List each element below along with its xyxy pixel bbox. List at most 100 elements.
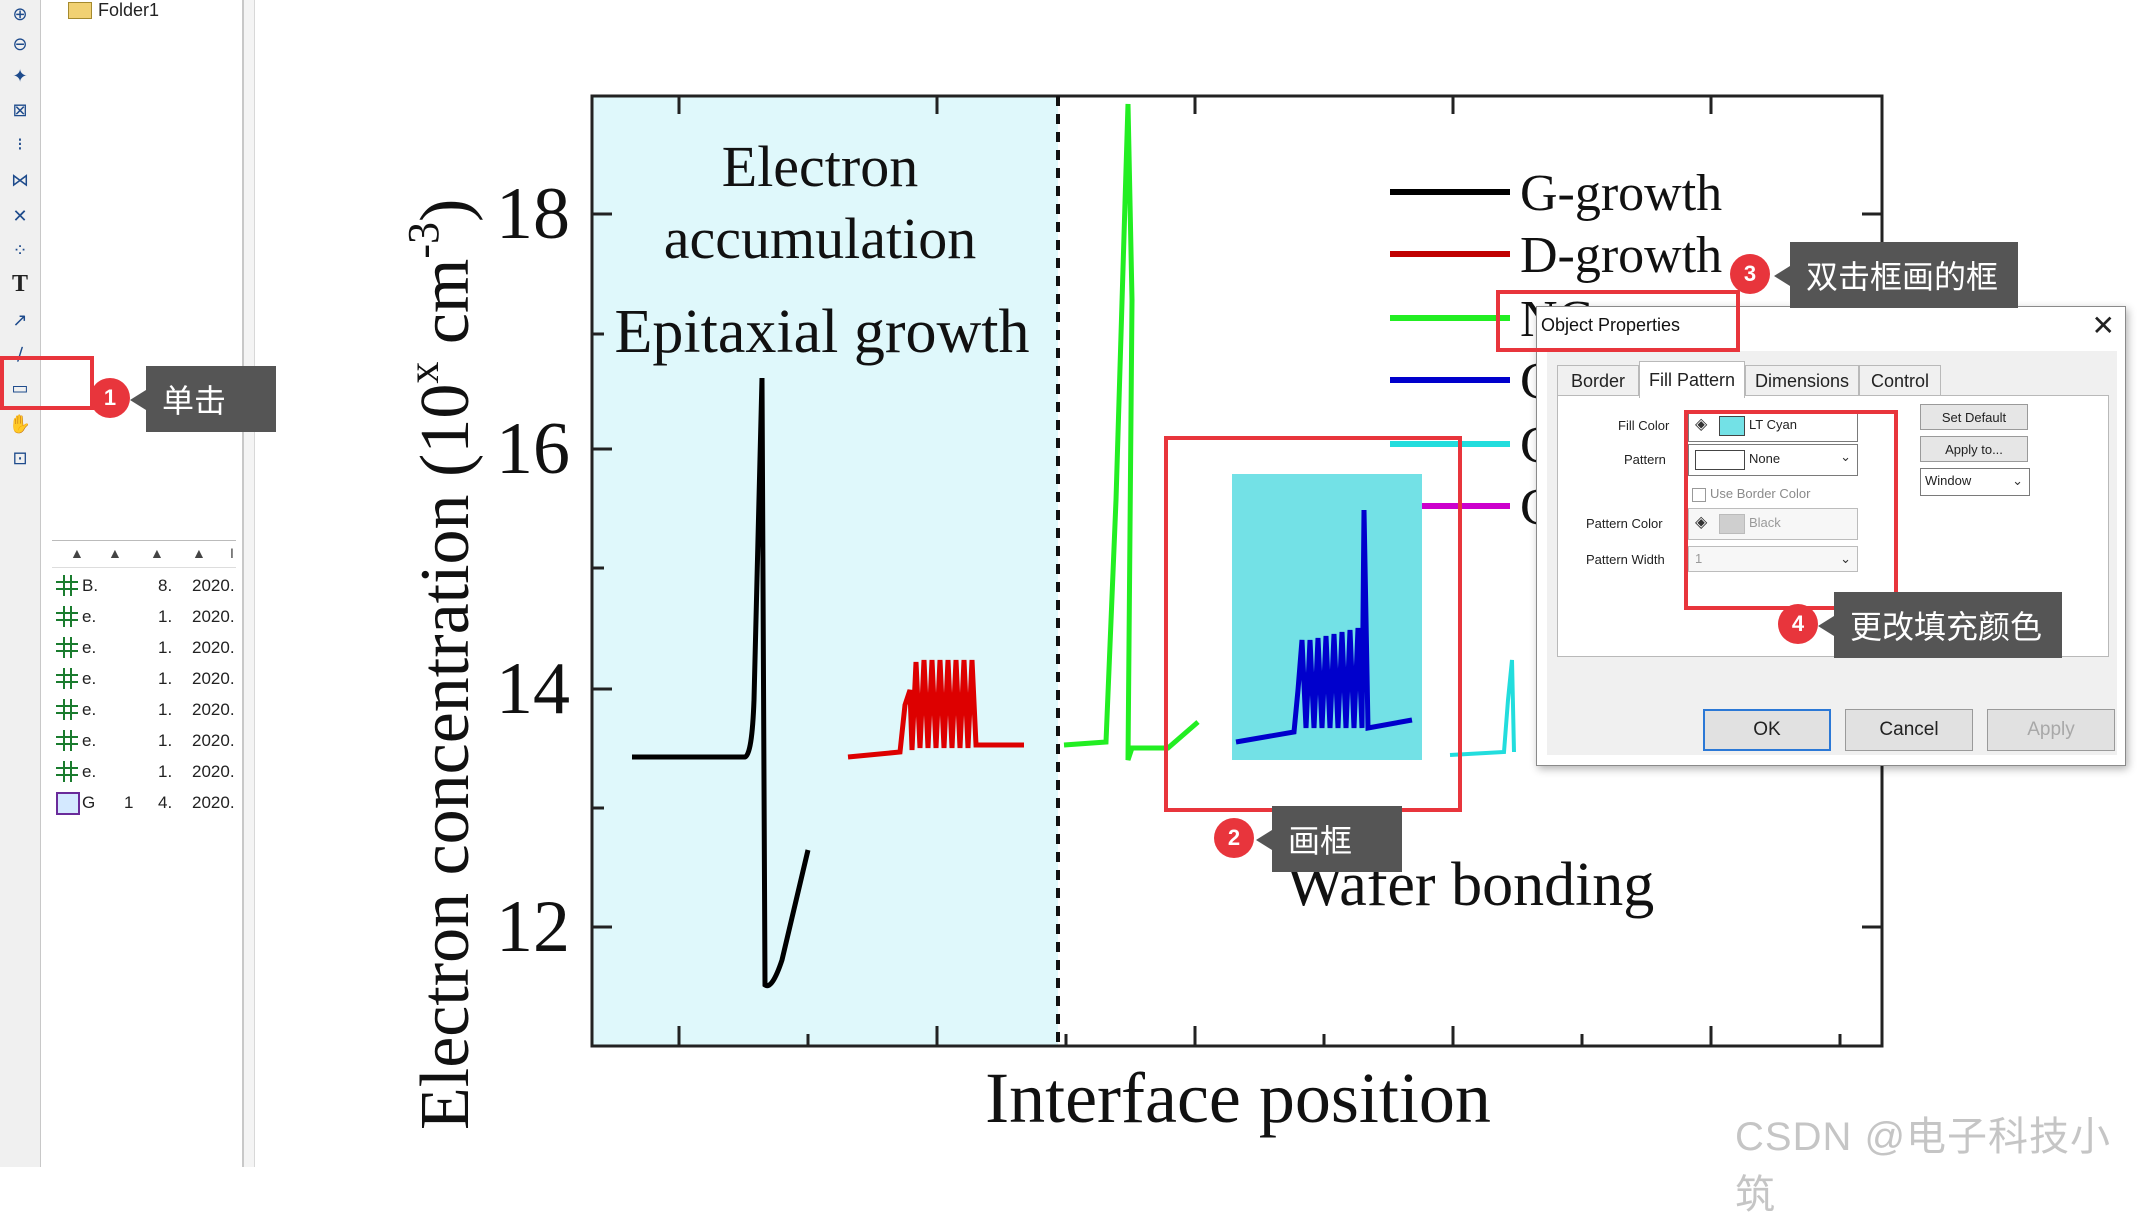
workbook-icon [56,575,78,596]
sort-icon[interactable]: ▲ [192,545,206,561]
list-item[interactable]: e. 1. 2020. [56,603,238,631]
pattern-swatch [1695,450,1745,470]
zoom-out-icon[interactable]: ⊖ [12,33,28,55]
paint-bucket-icon: ◈ [1695,416,1708,433]
list-item[interactable]: e. 1. 2020. [56,665,238,693]
zoom-in-icon[interactable]: ⊕ [12,3,28,25]
screen-reader-icon[interactable]: ⋈ [11,169,29,191]
apply-to-button[interactable]: Apply to... [1920,436,2028,462]
region-icon[interactable]: ⊡ [12,447,28,469]
dialog-title: Object Properties [1541,315,1681,335]
color-swatch [1719,416,1745,436]
graph-page: 18 16 14 12 Electron concentration (10x … [399,94,1884,1138]
highlight-drawn-box [1164,436,1462,812]
panel-splitter[interactable] [244,0,255,1167]
watermark: CSDN @电子科技小筑 [1735,1115,2112,1217]
workbook-icon [56,761,78,782]
x-axis [677,96,1842,1046]
y-tick-label: 16 [496,408,570,490]
chevron-down-icon: ⌄ [1840,551,1851,566]
fill-color-label: Fill Color [1618,418,1670,433]
pattern-label: Pattern [1624,452,1666,467]
apply-scope-combo[interactable]: Window ⌄ [1920,468,2030,496]
tab-fill-pattern[interactable]: Fill Pattern [1639,361,1745,398]
list-header: ▲ ▲ ▲ ▲ I [52,540,236,568]
color-swatch [1719,514,1745,534]
list-item[interactable]: e. 1. 2020. [56,727,238,755]
column-divider: I [230,545,234,561]
move-icon[interactable]: ✦ [12,65,28,87]
step-tip: 单击 [130,366,276,432]
sort-icon[interactable]: ▲ [150,545,164,561]
mask-icon[interactable]: ⁘ [12,239,28,261]
region-label: Electron [722,134,918,199]
step-badge: 4 [1778,604,1818,644]
pattern-color-combo[interactable]: ◈ Black [1688,508,1858,540]
graph-icon [56,792,80,815]
sort-icon[interactable]: ▲ [70,545,84,561]
tab-control[interactable]: Control [1859,365,1941,396]
region-label: accumulation [664,206,976,271]
sort-icon[interactable]: ▲ [108,545,122,561]
close-icon[interactable]: ✕ [2091,310,2115,341]
paint-bucket-icon: ◈ [1695,514,1708,531]
fill-color-combo[interactable]: ◈ LT Cyan [1688,410,1858,442]
ok-button[interactable]: OK [1703,709,1831,751]
pan-icon[interactable]: ✋ [8,413,32,435]
chevron-down-icon: ⌄ [1840,449,1851,464]
step-tip: 更改填充颜色 [1818,592,2062,658]
y-axis-label: Electron concentration (10x cm-3) [399,199,484,1130]
workbook-icon [56,730,78,751]
highlight-rectangle-tool [0,356,94,410]
y-tick-label: 14 [496,648,570,730]
series-line-g-growth [632,377,811,989]
arrow-tool-icon[interactable]: ↗ [12,309,28,331]
data-reader-icon[interactable]: ⁝ [17,133,23,155]
project-explorer: Folder1 ▲ ▲ ▲ ▲ I B. 8. 2020. e. 1. 2020. e.… [46,0,244,1167]
list-item[interactable]: e. 1. 2020. [56,758,238,786]
list-item[interactable]: e. 1. 2020. [56,696,238,724]
pattern-combo[interactable]: None ⌄ [1688,444,1858,476]
fill-pattern-panel: Fill Color ◈ LT Cyan Pattern None ⌄ Use … [1557,395,2109,657]
legend-label: G-growth [1520,165,1722,222]
step-badge: 2 [1214,818,1254,858]
list-item[interactable]: e. 1. 2020. [56,634,238,662]
tab-dimensions[interactable]: Dimensions [1745,365,1859,396]
use-border-color-checkbox[interactable] [1692,488,1706,502]
highlight-fill-color [1684,410,1898,610]
shaded-region [592,96,1058,1046]
folder-icon [68,2,92,19]
y-tick-label: 18 [496,173,570,255]
folder-label: Folder1 [98,0,160,20]
y-tick-label: 12 [496,886,570,968]
x-axis-label: Interface position [985,1058,1491,1138]
set-default-button[interactable]: Set Default [1920,404,2028,430]
workbook-icon [56,668,78,689]
line-tool-icon[interactable]: ∕ [16,343,24,365]
workbook-icon [56,606,78,627]
draw-data-icon[interactable]: ✕ [12,205,28,227]
workbook-icon [56,699,78,720]
text-tool-icon[interactable]: T [11,270,28,297]
chevron-down-icon: ⌄ [2012,473,2023,488]
object-properties-dialog: Object Properties ✕ Border Fill Pattern … [1536,306,2126,766]
series-line-c-blue [1235,509,1413,745]
pattern-width-label: Pattern Width [1586,552,1665,567]
rectangle-tool-icon[interactable]: ▭ [11,377,29,399]
step-tip: 画框 [1256,806,1402,872]
apply-button[interactable]: Apply [1987,709,2115,751]
vertical-toolbar: ⊕ ⊖ ✦ ⊠ ⁝ ⋈ ✕ ⁘ T ↗ ∕ ▭ ✋ ⊡ [0,0,41,1167]
pattern-width-combo[interactable]: 1 ⌄ [1688,546,1858,572]
step-badge: 1 [90,378,130,418]
highlight-dialog-title [1496,290,1740,352]
list-item[interactable]: B. 8. 2020. [56,572,238,600]
tab-border[interactable]: Border [1557,365,1639,396]
series-line-nc-growth [1063,103,1200,761]
use-border-color-label: Use Border Color [1710,486,1811,501]
folder-item[interactable]: Folder1 [68,0,159,21]
y-tick-labels: 18 16 14 12 [496,173,570,968]
rescale-icon[interactable]: ⊠ [12,99,28,121]
cancel-button[interactable]: Cancel [1845,709,1973,751]
series-line-c-cyan [1449,659,1516,757]
list-item[interactable]: G 1 4. 2020. [56,789,238,817]
